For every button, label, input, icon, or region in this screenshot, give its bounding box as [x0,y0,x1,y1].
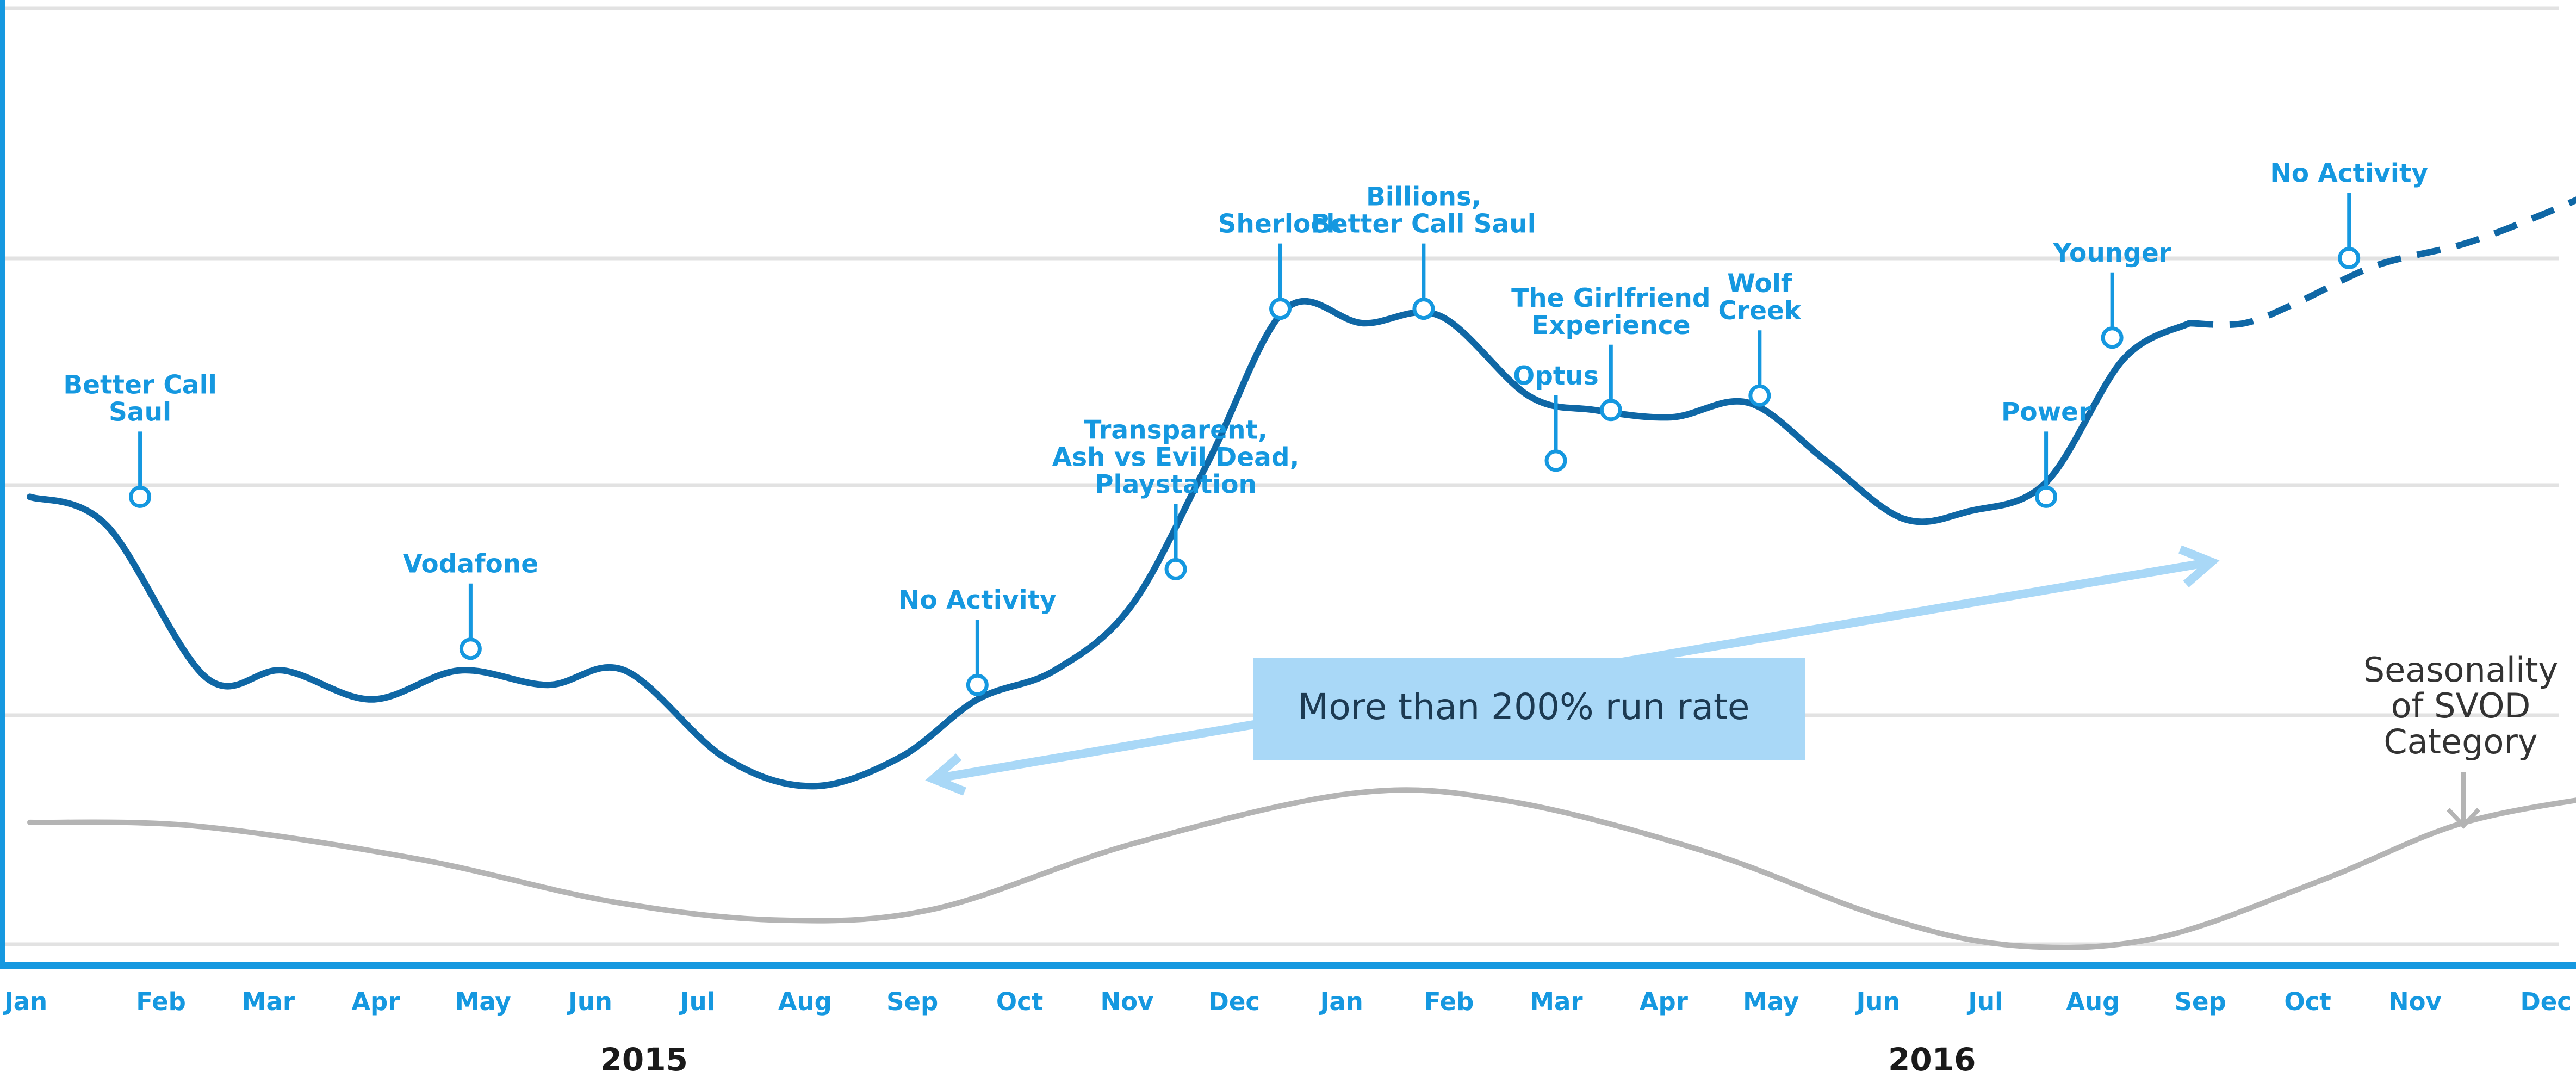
x-tick-label: Apr [1640,987,1689,1016]
callout-label: Better Call Saul [1311,209,1536,239]
x-tick-label: Mar [242,987,295,1016]
x-tick-label: Nov [1100,987,1153,1016]
x-tick-label: Sep [886,987,938,1016]
callout-marker [1164,558,1187,580]
x-tick-label: Jul [1966,987,2003,1016]
x-tick-label: Oct [2284,987,2331,1016]
callout-marker [459,637,482,660]
x-tick-label: Mar [1530,987,1583,1016]
callout-label: No Activity [898,585,1057,615]
callout-label: Transparent, [1084,415,1267,445]
callout-label: Vodafone [403,549,539,579]
x-tick-label: Jun [1855,987,1901,1016]
x-tick-label: Nov [2388,987,2442,1016]
run-rate-box [1253,658,1805,760]
x-tick-label: Sep [2175,987,2226,1016]
callout: Power [2001,397,2091,508]
projection-line [2189,196,2576,329]
seasonality-label-line: Seasonality [2363,650,2558,690]
callout-label: Sherlock [1218,209,1344,239]
callout-marker [129,485,152,508]
x-tick-label: Jan [3,987,47,1016]
callout-label: Optus [1513,361,1599,391]
callout-label: The Girlfriend [1511,283,1710,313]
callout: Younger [2052,238,2172,349]
x-tick-label: May [455,987,511,1016]
callout-marker [1544,449,1567,472]
callout-label: Billions, [1366,182,1481,212]
callout-label: Playstation [1095,469,1257,499]
callout-marker [2338,247,2361,269]
x-tick-label: Dec [2520,987,2572,1016]
activity-line [27,298,2193,790]
callout: Optus [1513,361,1599,472]
year-label: 2015 [600,1041,688,1074]
seasonality-arrowhead [2447,808,2480,829]
callout-marker [1599,399,1622,422]
x-tick-label: Apr [351,987,400,1016]
callout-label: Power [2001,397,2091,427]
callout-marker [2035,485,2058,508]
callout: Vodafone [403,549,539,660]
callout-label: Creek [1718,296,1802,326]
callout-label: Ash vs Evil Dead, [1052,442,1300,472]
x-tick-label: Jul [679,987,715,1016]
x-tick-label: Aug [2066,987,2120,1016]
x-tick-label: May [1743,987,1799,1016]
callout: No Activity [898,585,1057,696]
callout: Billions,Better Call Saul [1311,182,1536,320]
run-rate-arrowhead-right [2178,545,2220,587]
callout-label: Experience [1531,311,1690,341]
seasonality-label-line: Category [2383,722,2537,762]
callout-marker [1748,384,1771,407]
x-tick-label: Jun [567,987,612,1016]
x-tick-label: Dec [1209,987,1261,1016]
callout-marker [2101,326,2124,349]
callout: Sherlock [1218,209,1344,320]
run-rate-arrowhead-left [925,753,966,796]
callout: No Activity [2270,159,2428,269]
callout-label: No Activity [2270,159,2428,189]
callout-marker [1269,298,1292,320]
x-tick-label: Jan [1319,987,1363,1016]
run-rate-layer: More than 200% run rate [925,545,2220,796]
x-tick-label: Aug [778,987,832,1016]
activity-layer [27,196,2576,790]
callout: Transparent,Ash vs Evil Dead,Playstation [1052,415,1300,580]
x-tick-label: Feb [136,987,186,1016]
year-label: 2016 [1888,1041,1976,1074]
run-rate-label: More than 200% run rate [1298,686,1749,728]
callout-label: Wolf [1727,269,1792,299]
callout-marker [966,673,989,696]
x-tick-label: Feb [1424,987,1474,1016]
callout-label: Better Call [63,370,216,400]
callout-marker [1412,298,1435,320]
callout-label: Younger [2052,238,2171,268]
seasonality-label-line: of SVOD [2391,686,2531,726]
x-tick-label: Oct [996,987,1043,1016]
seasonality-line [27,787,2576,951]
callout-label: Saul [109,397,171,427]
